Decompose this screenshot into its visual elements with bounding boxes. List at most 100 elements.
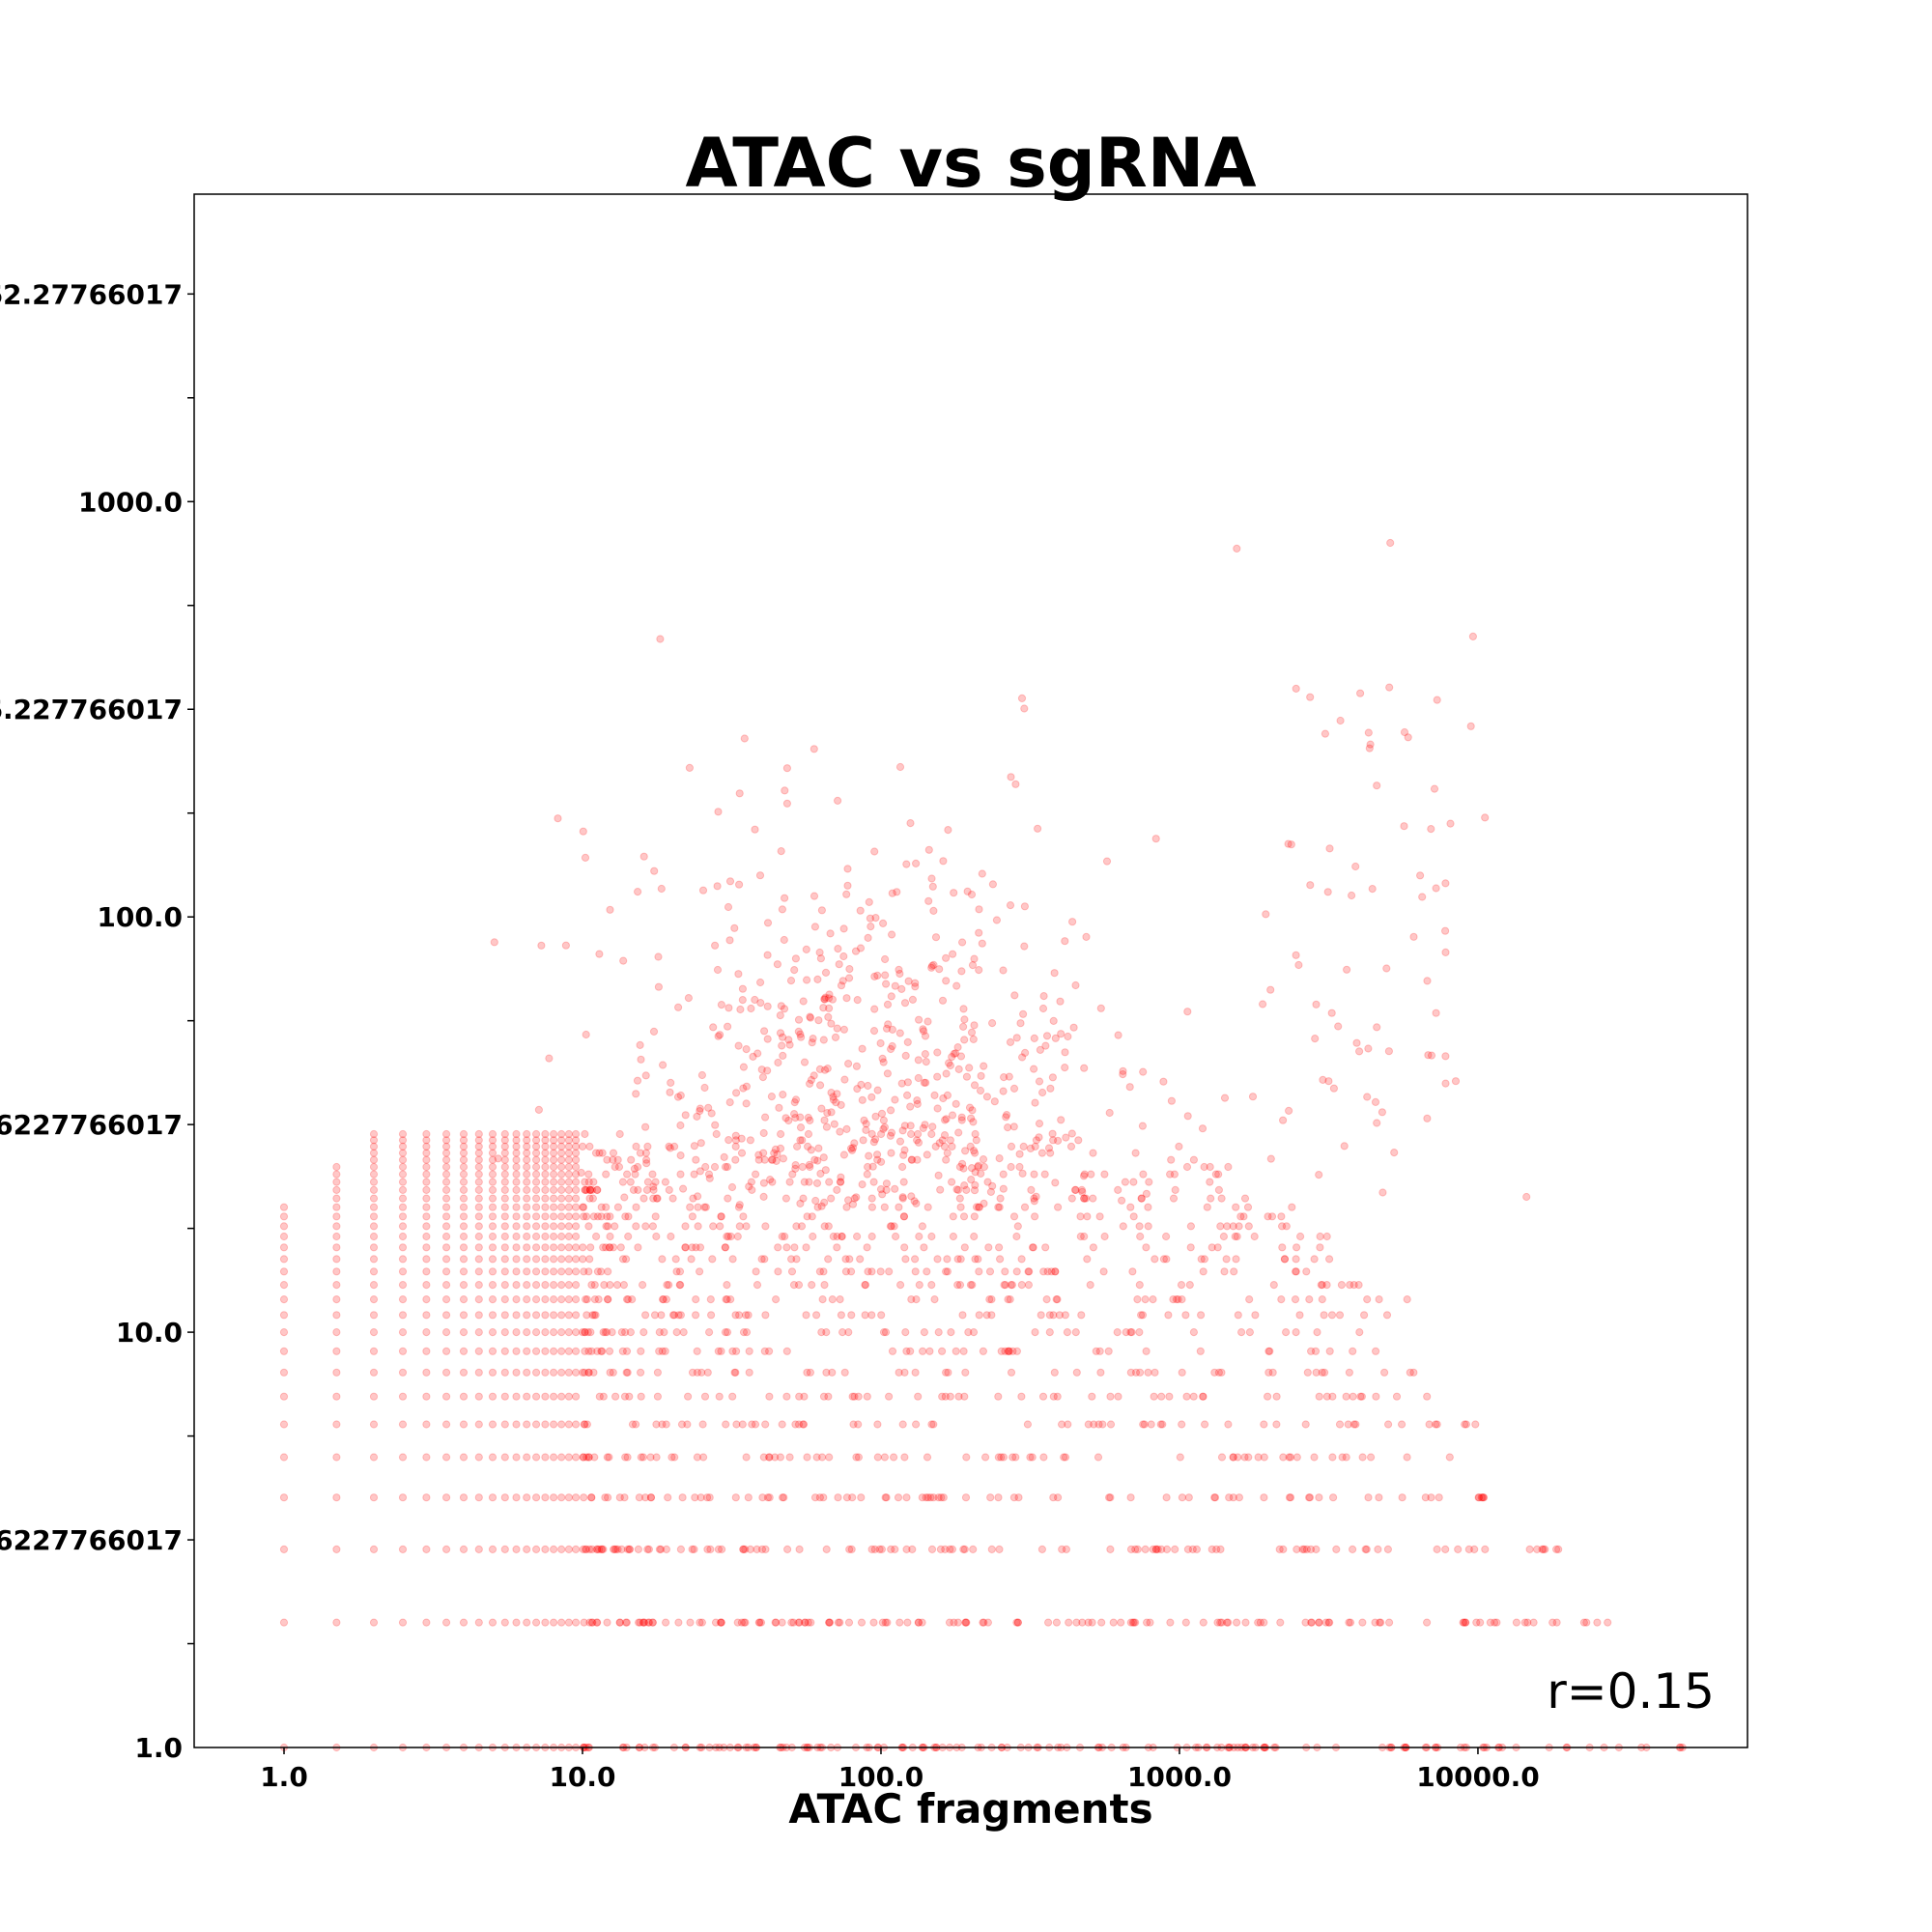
data-point xyxy=(952,1347,960,1355)
data-point xyxy=(332,1347,341,1355)
data-point xyxy=(398,1368,408,1377)
data-point xyxy=(652,1453,661,1462)
data-point xyxy=(541,1185,550,1195)
data-point xyxy=(1260,1453,1268,1462)
data-point xyxy=(626,1328,636,1337)
data-point xyxy=(1380,1368,1389,1377)
data-point xyxy=(422,1493,431,1502)
data-point xyxy=(739,1084,748,1093)
data-point xyxy=(1346,1618,1355,1627)
data-point xyxy=(791,1164,800,1174)
data-point xyxy=(1232,1203,1240,1211)
data-point xyxy=(977,1169,985,1179)
data-point xyxy=(1037,1149,1047,1157)
data-point xyxy=(761,1113,770,1122)
data-point xyxy=(853,996,862,1005)
data-point xyxy=(763,1035,772,1043)
data-point xyxy=(1038,1004,1048,1013)
data-point xyxy=(807,1618,815,1627)
data-point xyxy=(668,1311,678,1320)
data-point xyxy=(398,1618,408,1627)
data-point xyxy=(704,1170,714,1179)
data-point xyxy=(1162,1232,1171,1241)
data-point xyxy=(572,1267,581,1276)
data-point xyxy=(557,1232,566,1241)
data-point xyxy=(748,1420,756,1429)
data-point xyxy=(994,1203,1003,1211)
data-point xyxy=(442,1212,451,1221)
data-point xyxy=(742,1082,752,1091)
data-point xyxy=(442,1255,451,1264)
data-point xyxy=(869,1178,878,1186)
data-point xyxy=(983,1618,993,1627)
data-point xyxy=(952,981,961,990)
data-point xyxy=(523,1185,531,1195)
data-point xyxy=(787,1618,796,1627)
data-point xyxy=(1104,1347,1113,1355)
data-point xyxy=(882,1185,891,1195)
data-point xyxy=(512,1136,521,1145)
data-point xyxy=(755,1618,764,1627)
data-point xyxy=(676,1121,685,1130)
data-point xyxy=(1003,1111,1011,1120)
data-point xyxy=(691,1493,699,1502)
data-point xyxy=(898,1193,907,1202)
data-point xyxy=(1207,1194,1215,1203)
data-point xyxy=(564,1155,574,1164)
data-point xyxy=(978,939,986,948)
data-point xyxy=(557,1142,566,1151)
data-point xyxy=(1089,1243,1098,1252)
data-point xyxy=(786,977,796,985)
data-point xyxy=(500,1267,509,1276)
data-point xyxy=(678,1493,687,1502)
data-point xyxy=(1400,822,1408,831)
data-point xyxy=(697,1618,707,1627)
data-point xyxy=(667,1078,675,1088)
data-point xyxy=(829,1093,838,1101)
data-point xyxy=(737,1149,747,1157)
data-point xyxy=(681,1111,690,1120)
data-point xyxy=(636,1040,644,1050)
data-point xyxy=(579,827,587,836)
data-point xyxy=(936,1185,945,1194)
data-point xyxy=(721,1328,730,1337)
data-point xyxy=(602,1222,611,1231)
data-point xyxy=(734,1203,744,1211)
data-point xyxy=(994,1392,1003,1401)
data-point xyxy=(908,1155,917,1164)
data-point xyxy=(1004,1123,1012,1132)
data-point xyxy=(720,1152,728,1162)
data-point xyxy=(776,1144,785,1153)
data-point xyxy=(942,1155,951,1164)
data-point xyxy=(1121,1178,1130,1186)
data-point xyxy=(442,1232,451,1241)
data-point xyxy=(907,1295,916,1304)
data-point xyxy=(748,1185,756,1195)
data-point xyxy=(1136,1368,1145,1377)
data-point xyxy=(995,1545,1004,1554)
data-point xyxy=(610,1545,618,1554)
data-point xyxy=(871,1112,880,1121)
data-point xyxy=(961,1493,971,1502)
data-point xyxy=(550,1420,558,1429)
data-point xyxy=(840,1075,849,1084)
data-point xyxy=(804,1129,813,1139)
data-point xyxy=(474,1267,483,1276)
data-point xyxy=(987,1545,996,1554)
data-point xyxy=(332,1243,341,1252)
data-point xyxy=(1057,1030,1065,1038)
data-point xyxy=(870,972,879,981)
data-point xyxy=(664,1493,672,1502)
data-point xyxy=(975,1203,984,1211)
data-point xyxy=(706,1295,715,1304)
data-point xyxy=(523,1203,531,1211)
data-point xyxy=(332,1545,341,1554)
data-point xyxy=(642,1155,651,1164)
data-point xyxy=(1244,1222,1253,1231)
data-point xyxy=(585,1185,595,1195)
data-point xyxy=(728,1347,737,1355)
data-point xyxy=(774,1243,782,1252)
data-point xyxy=(621,1453,630,1462)
data-point xyxy=(523,1232,531,1241)
data-point xyxy=(1315,1392,1323,1401)
